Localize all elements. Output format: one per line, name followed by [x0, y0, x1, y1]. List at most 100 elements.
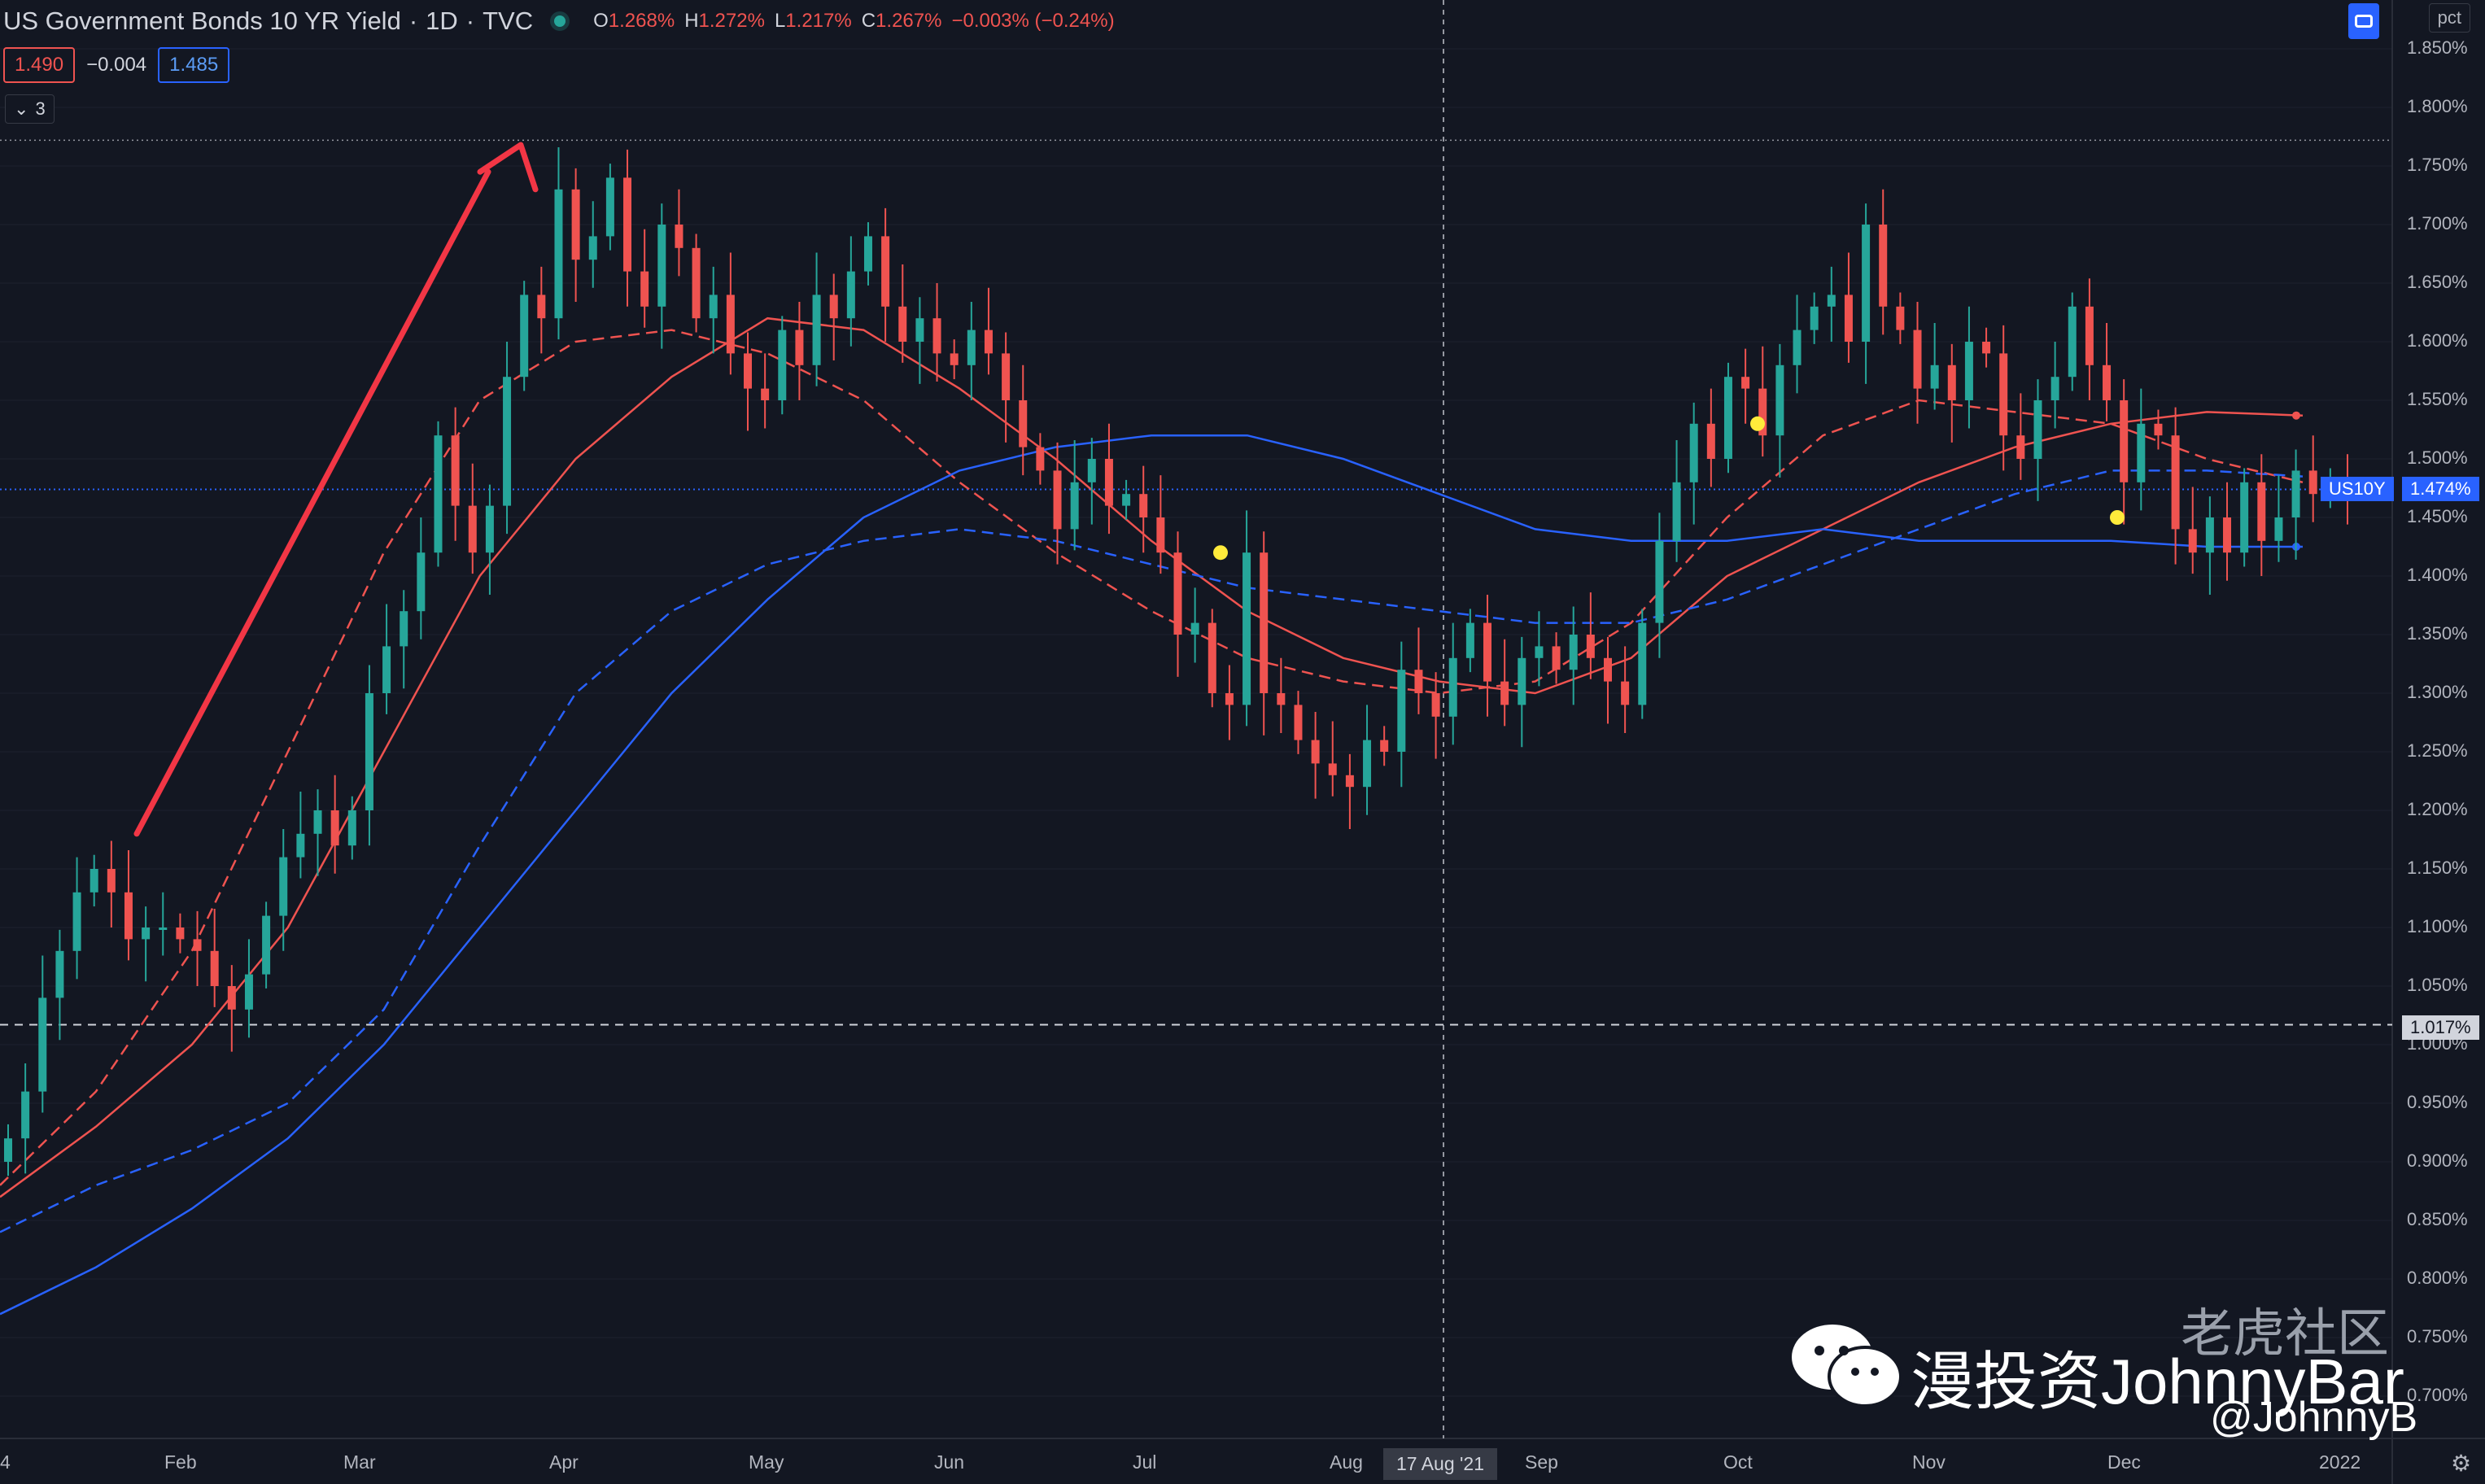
candle-body	[365, 693, 373, 810]
candle-body	[1208, 622, 1216, 693]
signal-marker[interactable]	[2110, 510, 2125, 525]
price-tick-label: 1.200%	[2407, 799, 2468, 819]
candle-body	[1190, 622, 1199, 635]
candle-body	[640, 271, 649, 307]
candle-body	[330, 810, 339, 846]
time-tick-label: Feb	[164, 1451, 197, 1473]
candle-body	[2171, 435, 2180, 530]
candle	[434, 421, 443, 567]
candle-body	[1345, 775, 1354, 788]
legend-separator: ·	[465, 7, 475, 35]
candle	[1448, 622, 1457, 745]
candle-body	[485, 505, 494, 553]
symbol-legend[interactable]: US Government Bonds 10 YR Yield · 1D · T…	[3, 5, 1115, 37]
candle	[1225, 665, 1234, 740]
moving-average-ma_long_red	[0, 316, 2304, 1198]
candle	[468, 463, 477, 574]
candle	[1964, 306, 1973, 429]
last-price-tag: 1.474%	[2402, 477, 2479, 501]
candle	[2154, 409, 2163, 450]
candle-body	[1397, 670, 1406, 752]
candle	[2068, 292, 2077, 391]
screenshot-mode-button[interactable]	[2348, 3, 2379, 39]
candle-body	[846, 271, 855, 319]
indicators-toggle-button[interactable]: ⌄ 3	[5, 94, 55, 124]
candle-body	[1689, 423, 1698, 482]
candle	[107, 840, 116, 928]
candle-body	[4, 1138, 12, 1162]
candle-body	[1603, 657, 1612, 682]
signal-marker[interactable]	[1750, 416, 1765, 431]
candle	[2103, 322, 2112, 421]
candle	[382, 604, 391, 714]
candle-body	[21, 1091, 30, 1139]
candle-body	[193, 939, 202, 951]
candle-body	[468, 505, 477, 553]
candle	[400, 590, 408, 689]
interval-label[interactable]: 1D	[426, 7, 458, 35]
price-tick-label: 1.300%	[2407, 682, 2468, 702]
candle	[1363, 705, 1372, 815]
candle-body	[709, 295, 718, 319]
arrow-shaft	[133, 168, 491, 837]
candle-body	[279, 857, 288, 916]
candle	[1706, 388, 1715, 487]
moving-average-ma_short_red	[0, 329, 2304, 1186]
candle	[244, 939, 253, 1038]
symbol-title[interactable]: US Government Bonds 10 YR Yield	[3, 7, 401, 35]
candle-body	[503, 377, 512, 506]
price-tick-label: 1.400%	[2407, 565, 2468, 585]
candle-body	[1104, 459, 1113, 506]
candle	[1104, 423, 1113, 535]
candle	[2223, 482, 2232, 581]
candle	[1723, 362, 1732, 474]
candle	[1930, 322, 1939, 410]
candle	[1879, 189, 1888, 335]
candle-body	[1002, 353, 1011, 400]
candle	[520, 281, 529, 391]
candlestick-series	[4, 146, 2352, 1176]
candle	[1655, 513, 1664, 658]
gear-icon[interactable]: ⚙	[2451, 1451, 2472, 1476]
candle-body	[675, 225, 683, 248]
price-tick-label: 1.150%	[2407, 858, 2468, 878]
time-tick-label: Sep	[1525, 1451, 1558, 1473]
candle-body	[1036, 447, 1045, 471]
candle	[279, 829, 288, 951]
candle-body	[829, 295, 838, 319]
candle	[1913, 302, 1922, 424]
candle-body	[1277, 693, 1286, 705]
price-tick-label: 1.100%	[2407, 916, 2468, 936]
candle	[1156, 475, 1165, 574]
candle-body	[1758, 388, 1767, 436]
scale-mode-button[interactable]: pct	[2428, 3, 2470, 33]
candle-body	[107, 869, 116, 893]
time-tick-label: Dec	[2107, 1451, 2141, 1473]
candle	[347, 796, 356, 860]
candle-body	[898, 306, 907, 342]
candle	[915, 297, 924, 384]
candle-body	[1810, 306, 1819, 330]
candle	[1397, 641, 1406, 788]
candle-body	[1999, 353, 2008, 436]
candle-body	[2103, 364, 2112, 400]
time-tick-label: Aug	[1330, 1451, 1363, 1473]
signal-marker[interactable]	[1213, 545, 1228, 561]
open-value: 1.268%	[608, 10, 675, 32]
candle-body	[605, 177, 614, 237]
candle	[210, 908, 219, 1007]
sell-price-button[interactable]: 1.490	[3, 47, 76, 83]
candle-body	[1414, 670, 1423, 693]
candle-body	[1569, 635, 1578, 670]
candle	[623, 149, 632, 307]
candle	[262, 901, 271, 989]
watermark: 老虎社区 漫投资JohnnyBar @JohnnyB	[1790, 1292, 2441, 1441]
candle	[72, 857, 81, 980]
buy-price-button[interactable]: 1.485	[158, 47, 230, 83]
candle	[2205, 496, 2214, 596]
candle	[692, 234, 701, 333]
candle-body	[1431, 693, 1440, 717]
candle	[1569, 606, 1578, 705]
candle	[1260, 531, 1269, 735]
